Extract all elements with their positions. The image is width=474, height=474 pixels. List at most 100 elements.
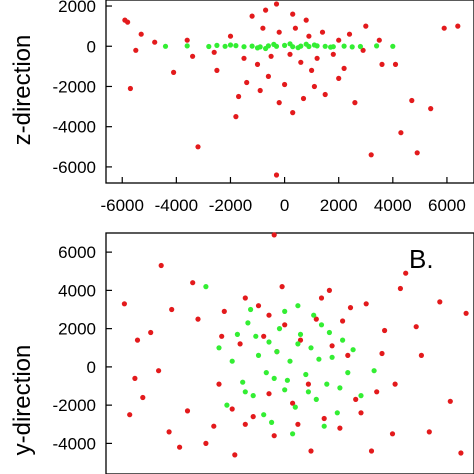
data-point-s0-39 xyxy=(268,53,274,59)
data-point-s0-30 xyxy=(413,324,419,330)
data-point-s1-25 xyxy=(242,389,248,395)
x-tick-label: 2000 xyxy=(320,196,358,215)
data-point-s1-23 xyxy=(350,347,356,353)
data-point-s0-52 xyxy=(232,452,238,458)
data-point-s0-59 xyxy=(219,333,225,339)
data-point-s0-6 xyxy=(233,114,239,120)
data-point-s0-21 xyxy=(392,61,399,67)
data-point-s0-39 xyxy=(216,381,222,387)
data-point-s0-49 xyxy=(292,25,298,31)
data-point-s0-2 xyxy=(171,69,177,75)
data-point-s0-24 xyxy=(353,396,359,402)
x-tick-label: 4000 xyxy=(374,196,412,215)
data-point-s1-14 xyxy=(303,371,309,378)
data-point-s0-38 xyxy=(195,316,201,322)
data-point-s0-3 xyxy=(158,262,164,269)
data-point-s1-27 xyxy=(214,42,220,49)
data-point-s0-18 xyxy=(352,100,358,106)
data-point-s0-49 xyxy=(242,421,248,427)
x-tick-label: -4000 xyxy=(155,196,198,215)
data-point-s1-2 xyxy=(206,43,212,50)
data-point-s0-43 xyxy=(330,51,336,57)
data-point-s1-35 xyxy=(282,308,288,314)
data-point-s1-33 xyxy=(326,329,332,336)
y-tick-label: 2000 xyxy=(58,0,96,16)
data-point-s1-29 xyxy=(284,377,290,383)
data-point-s0-52 xyxy=(336,37,342,43)
data-point-s0-30 xyxy=(190,53,196,59)
data-point-s1-1 xyxy=(184,43,190,49)
data-point-s0-58 xyxy=(340,318,346,324)
data-point-s0-26 xyxy=(374,389,380,395)
data-point-s0-27 xyxy=(382,327,388,334)
y-axis-ticks-b: -4000 -2000 0 2000 4000 6000 xyxy=(53,243,112,453)
data-point-s0-46 xyxy=(211,49,217,55)
data-point-s0-0 xyxy=(132,375,138,381)
data-point-s1-0 xyxy=(224,402,230,408)
data-point-s0-50 xyxy=(308,448,314,454)
data-point-s1-1 xyxy=(234,331,240,337)
data-point-s0-16 xyxy=(290,400,296,406)
data-point-s1-5 xyxy=(255,352,262,358)
data-point-s0-41 xyxy=(298,59,304,65)
scatter-points-b xyxy=(121,232,469,458)
data-point-s0-34 xyxy=(463,310,469,316)
data-point-s0-17 xyxy=(297,337,304,343)
y-tick-label: 6000 xyxy=(58,243,96,262)
y-axis-ticks-a: -6000 -4000 -2000 0 2000 xyxy=(53,0,112,177)
data-point-s0-7 xyxy=(244,79,250,86)
y-tick-label: -4000 xyxy=(53,434,96,453)
data-point-s1-16 xyxy=(313,396,319,402)
data-point-s0-12 xyxy=(261,333,267,339)
scatter-points-a xyxy=(122,1,461,178)
data-point-s1-23 xyxy=(271,41,277,48)
data-point-s0-45 xyxy=(363,23,369,29)
data-point-s0-16 xyxy=(322,91,328,98)
y-tick-label: -4000 xyxy=(53,118,96,137)
data-point-s0-33 xyxy=(273,1,280,7)
data-point-s0-43 xyxy=(368,448,375,454)
y-tick-label: 4000 xyxy=(58,281,96,300)
data-point-s0-44 xyxy=(346,31,353,37)
data-point-s1-40 xyxy=(358,393,364,399)
data-point-s0-60 xyxy=(134,337,141,343)
data-point-s1-30 xyxy=(263,45,269,52)
data-point-s1-31 xyxy=(303,41,309,47)
data-point-s0-15 xyxy=(282,322,288,328)
data-point-s1-2 xyxy=(240,379,246,385)
data-point-s0-2 xyxy=(156,368,162,374)
x-tick-label: 6000 xyxy=(428,196,466,215)
data-point-s1-32 xyxy=(316,356,322,362)
data-point-s1-3 xyxy=(222,43,228,49)
data-point-s0-54 xyxy=(184,408,191,414)
data-point-s1-10 xyxy=(282,387,288,393)
data-point-s1-19 xyxy=(329,354,335,360)
data-point-s0-22 xyxy=(337,425,343,431)
data-point-s0-27 xyxy=(455,23,461,29)
y-tick-label: 2000 xyxy=(58,320,96,339)
data-point-s0-26 xyxy=(441,25,447,31)
data-point-s0-40 xyxy=(287,51,293,57)
data-point-s1-17 xyxy=(341,43,347,49)
data-point-s0-55 xyxy=(318,295,325,301)
data-point-s0-51 xyxy=(379,350,385,357)
plot-frame-a xyxy=(105,0,474,184)
data-point-s1-7 xyxy=(266,339,272,345)
data-point-s1-18 xyxy=(357,43,363,50)
x-tick-label: -6000 xyxy=(100,196,143,215)
data-point-s1-43 xyxy=(248,306,254,313)
data-point-s0-33 xyxy=(447,398,453,404)
data-point-s0-14 xyxy=(300,95,307,102)
data-point-s0-56 xyxy=(266,312,272,318)
data-point-s0-8 xyxy=(229,406,235,412)
data-point-s0-61 xyxy=(121,301,127,307)
data-point-s1-21 xyxy=(227,42,234,48)
data-point-s0-9 xyxy=(237,341,243,347)
data-point-s0-46 xyxy=(279,284,285,290)
data-point-s1-22 xyxy=(254,45,261,51)
data-point-s1-10 xyxy=(282,42,288,49)
data-point-s1-28 xyxy=(349,44,355,50)
data-point-s0-28 xyxy=(125,19,131,25)
y-axis-title-b: y-direction xyxy=(9,345,36,456)
